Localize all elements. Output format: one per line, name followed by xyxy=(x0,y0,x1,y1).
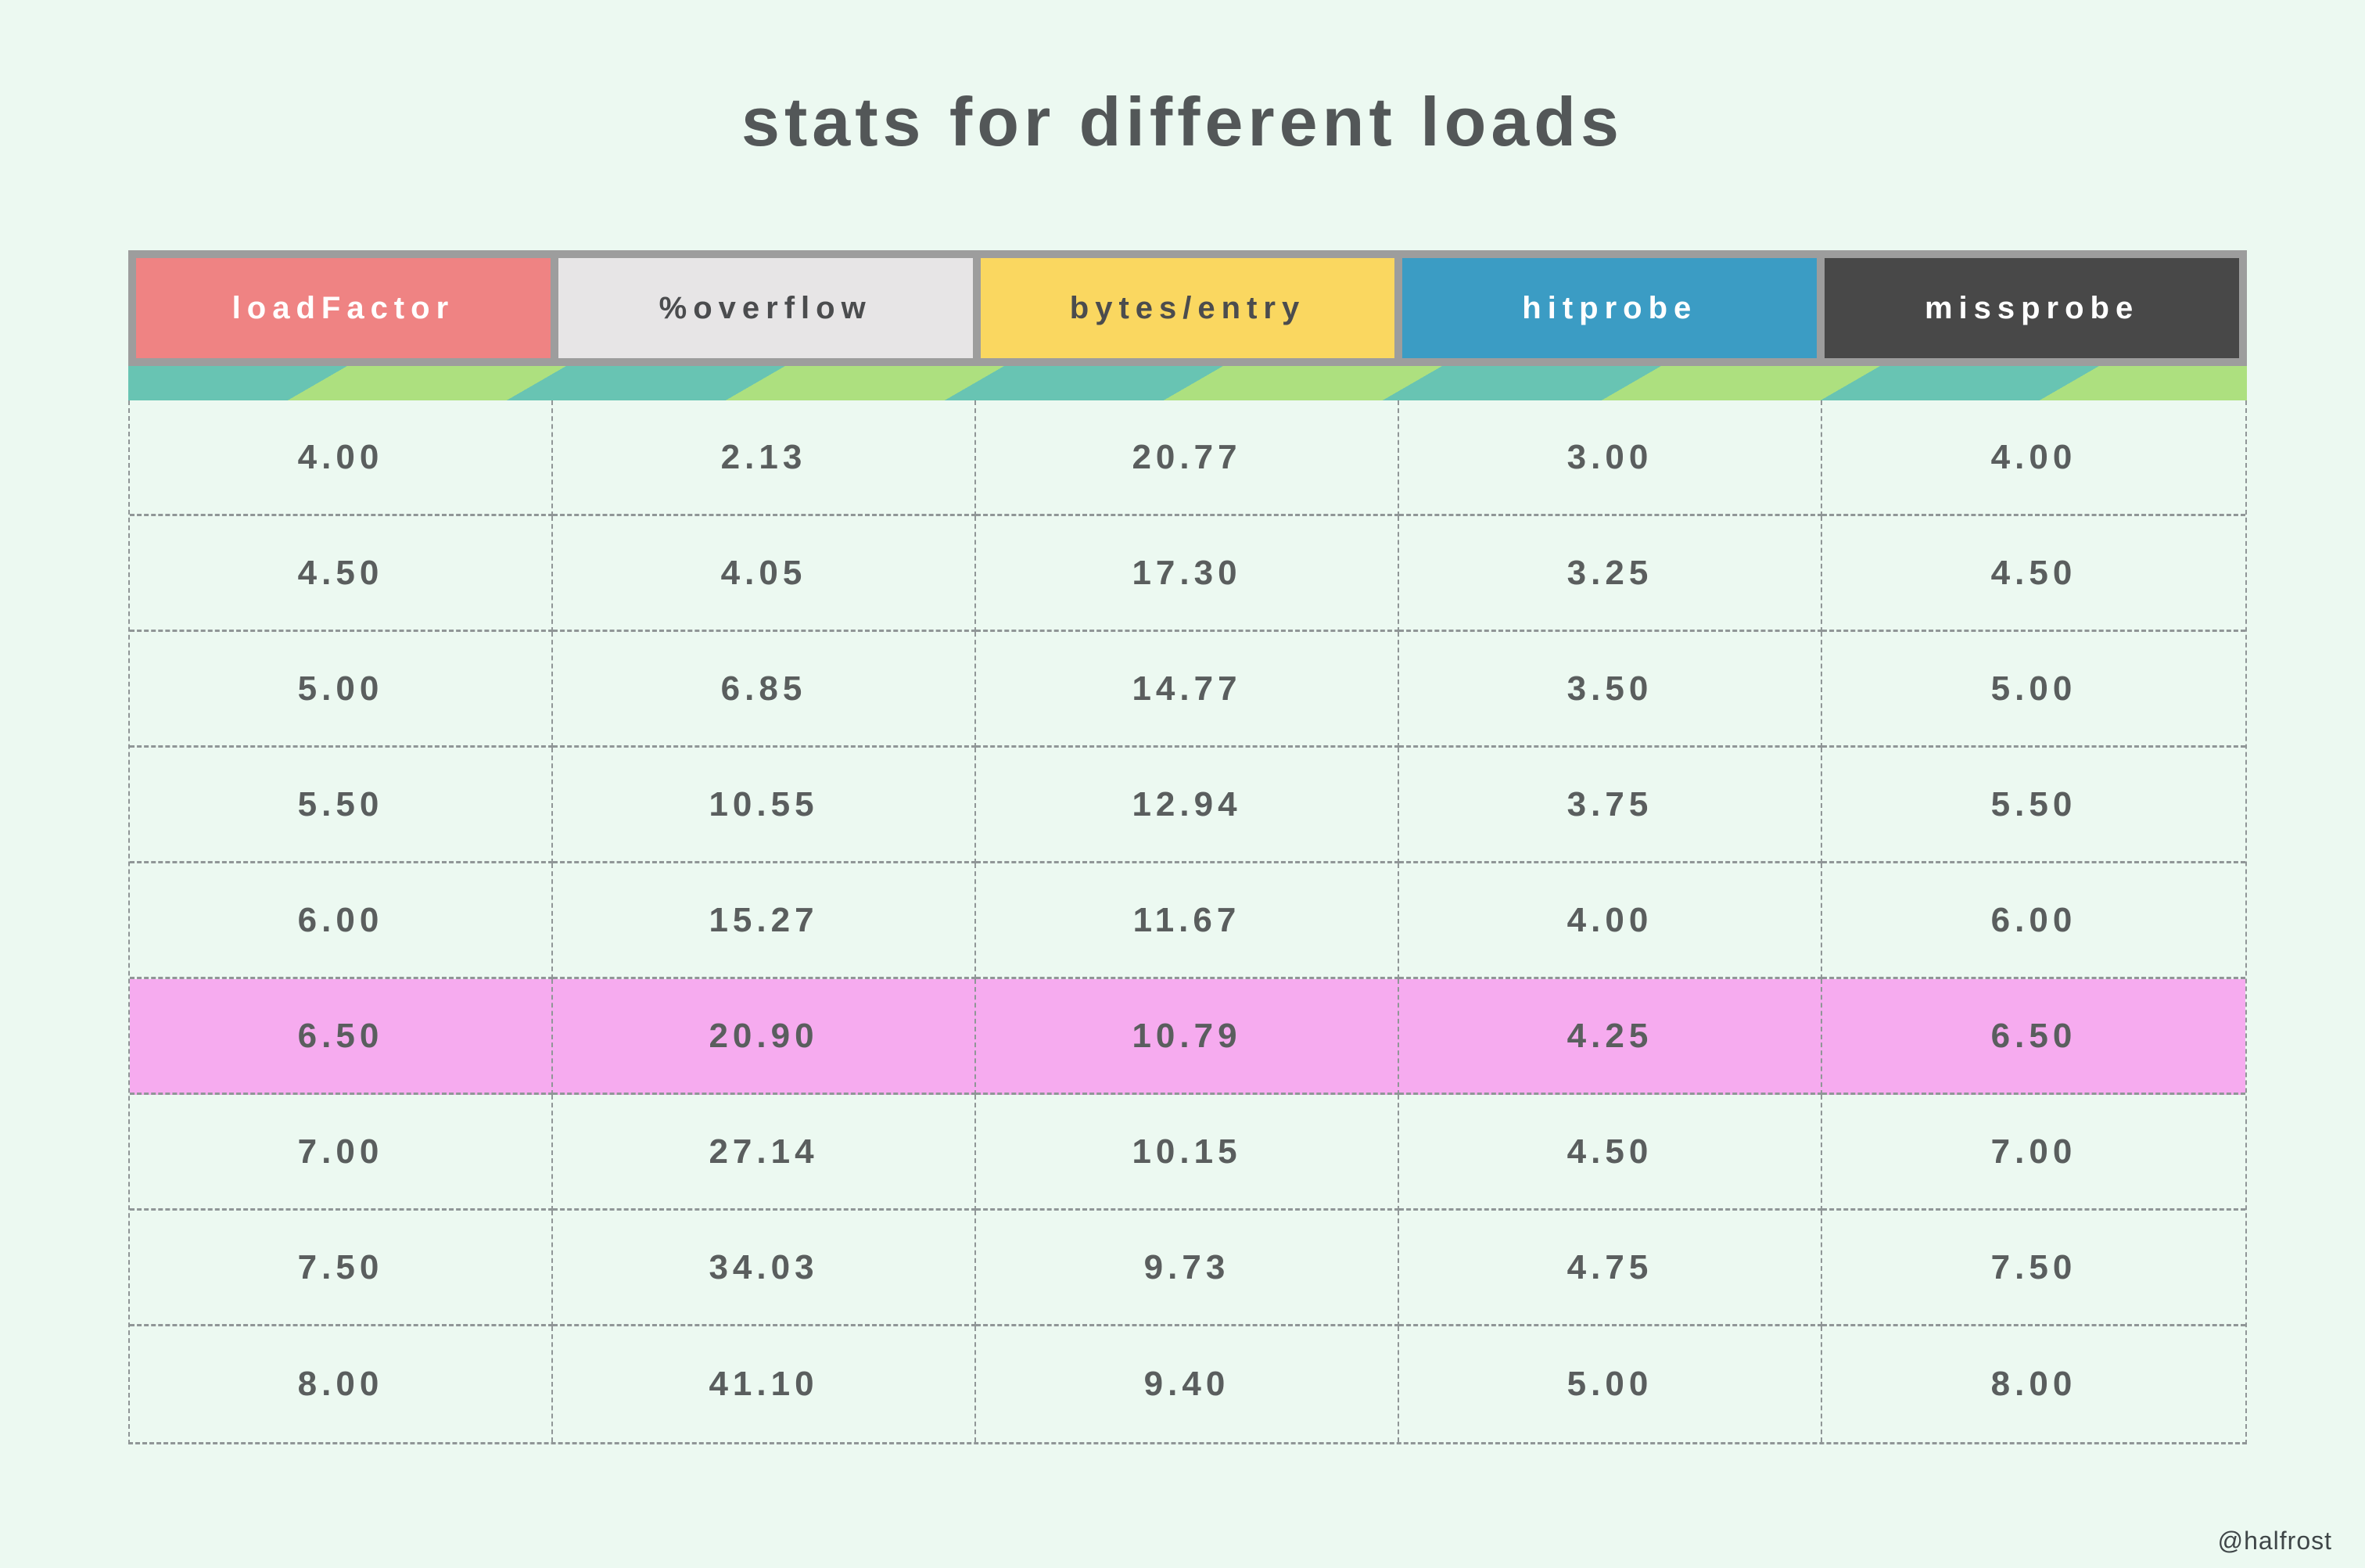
table-cell: 20.77 xyxy=(976,400,1399,516)
table-cell: 3.75 xyxy=(1399,748,1822,863)
table-cell: 3.25 xyxy=(1399,516,1822,632)
table-cell: 7.50 xyxy=(130,1211,553,1326)
table-cell: 7.00 xyxy=(1822,1095,2245,1211)
table-cell: 10.15 xyxy=(976,1095,1399,1211)
column-header-loadfactor: loadFactor xyxy=(136,258,551,358)
table-cell: 4.00 xyxy=(130,400,553,516)
table-cell: 8.00 xyxy=(130,1326,553,1442)
table-cell: 6.00 xyxy=(1822,863,2245,979)
stripe-band xyxy=(128,366,2247,400)
table-cell: 8.00 xyxy=(1990,1365,2077,1403)
table-cell: 2.13 xyxy=(553,400,976,516)
table-cell-highlighted: 10.79 xyxy=(976,979,1399,1095)
table-cell: 4.50 xyxy=(1822,516,2245,632)
table-cell: 5.00 xyxy=(130,632,553,748)
table-cell: 6.00 xyxy=(130,863,553,979)
table-cell: 7.00 xyxy=(130,1095,553,1211)
column-header-hitprobe: hitprobe xyxy=(1402,258,1818,358)
table-cell: 9.73 xyxy=(976,1211,1399,1326)
table-cell: 5.00 xyxy=(1399,1326,1822,1442)
table-cell: 4.05 xyxy=(553,516,976,632)
table-cell: 11.67 xyxy=(976,863,1399,979)
table-cell: 4.00 xyxy=(1399,863,1822,979)
column-header-bytesentry: bytes/entry xyxy=(980,258,1395,358)
table-cell: 27.14 xyxy=(553,1095,976,1211)
table-cell: 6.85 xyxy=(553,632,976,748)
table-cell: 17.30 xyxy=(976,516,1399,632)
table-cell: 9.40 xyxy=(976,1326,1399,1442)
table-cell: 34.03 xyxy=(553,1211,976,1326)
table-cell: 41.10 xyxy=(553,1326,976,1442)
table-cell: 4.50 xyxy=(130,516,553,632)
table-cell-highlighted: 6.50 xyxy=(1822,979,2245,1095)
table-header-row: loadFactor %overflow bytes/entry hitprobe mi… xyxy=(128,250,2247,366)
table-cell-highlighted: 20.90 xyxy=(553,979,976,1095)
table-cell-highlighted: 6.50 xyxy=(130,979,553,1095)
table-cell: 3.00 xyxy=(1399,400,1822,516)
table-cell: 12.94 xyxy=(976,748,1399,863)
table-cell: 15.27 xyxy=(553,863,976,979)
column-header-overflow: %overflow xyxy=(558,258,973,358)
credit-text: @halfrost xyxy=(2217,1527,2332,1555)
table-cell: 7.50 xyxy=(1822,1211,2245,1326)
table-cell: 14.77 xyxy=(976,632,1399,748)
table-cell-highlighted: 4.25 xyxy=(1399,979,1822,1095)
table-cell: 5.00 xyxy=(1822,632,2245,748)
table-body: 4.00 2.13 20.77 3.00 4.00 4.50 4.05 17.30 3.25 4.… xyxy=(128,400,2247,1444)
table-cell: 4.75 xyxy=(1399,1211,1822,1326)
table-cell: 4.50 xyxy=(1399,1095,1822,1211)
table-cell: 5.50 xyxy=(1822,748,2245,863)
page-title: stats for different loads xyxy=(741,83,1624,160)
table-cell: 3.50 xyxy=(1399,632,1822,748)
table-cell: 4.00 xyxy=(1822,400,2245,516)
stats-table: loadFactor %overflow bytes/entry hitprobe mi… xyxy=(128,250,2247,1444)
table-cell: 10.55 xyxy=(553,748,976,863)
table-cell: 5.50 xyxy=(130,748,553,863)
column-header-missprobe: missprobe xyxy=(1825,258,2239,358)
